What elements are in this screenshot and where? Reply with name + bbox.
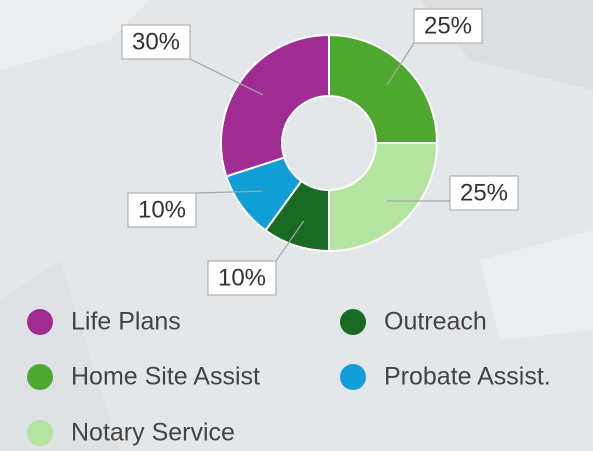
label-box	[449, 175, 519, 211]
legend-swatch	[27, 364, 53, 390]
legend-swatch	[340, 309, 366, 335]
legend-swatch	[27, 309, 53, 335]
data-label: 25%	[460, 179, 508, 206]
legend-label: Outreach	[384, 308, 487, 336]
label-box	[207, 260, 277, 296]
donut-slice	[328, 33, 439, 144]
legend-label: Notary Service	[71, 419, 235, 447]
leader-line	[386, 42, 415, 86]
donut-slice	[220, 33, 330, 178]
leader-line	[275, 220, 305, 262]
data-label: 10%	[138, 196, 186, 223]
leader-line	[189, 58, 263, 96]
data-label: 30%	[132, 28, 180, 55]
legend-swatch	[340, 364, 366, 390]
label-box	[127, 192, 197, 228]
leader-line	[195, 190, 263, 194]
donut-slice	[328, 142, 439, 253]
legend-label: Home Site Assist	[71, 363, 260, 391]
legend-label: Probate Assist.	[384, 363, 551, 391]
data-label: 10%	[218, 264, 266, 291]
legend-label: Life Plans	[71, 308, 181, 336]
data-label: 25%	[424, 12, 472, 39]
label-box	[413, 8, 483, 44]
legend-swatch	[27, 420, 53, 446]
label-box	[121, 24, 191, 60]
